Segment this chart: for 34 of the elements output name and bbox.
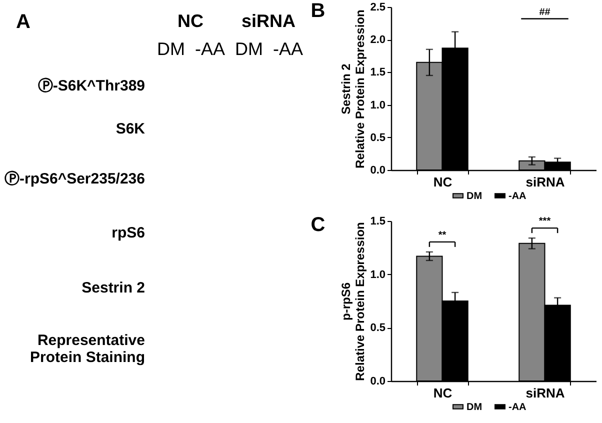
category-label: Sestrin 2 xyxy=(82,280,145,296)
annotation: *** xyxy=(538,216,551,228)
chart-title: C xyxy=(310,214,326,236)
y-tick-label: 0.0 xyxy=(370,376,386,388)
y-tick-label: 0.5 xyxy=(370,132,386,144)
category-label: rpS6 xyxy=(112,224,145,242)
text: A xyxy=(16,11,30,33)
annotation: ## xyxy=(539,6,551,18)
y-axis-title: Sestrin 2 Relative Protein Expression xyxy=(339,10,368,168)
y-tick-label: 0.0 xyxy=(370,164,386,176)
category-label: -AA xyxy=(272,39,304,59)
text: siRNA xyxy=(241,11,296,31)
category-label: Ⓟ-S6K^Thr389 xyxy=(38,78,145,94)
category-label: DM xyxy=(157,39,185,59)
y-tick-label: 2.0 xyxy=(370,34,386,46)
y-tick-label: 1.0 xyxy=(370,268,386,281)
legend-label: -AA xyxy=(508,402,526,413)
annotation: ** xyxy=(438,230,446,241)
category-label: Representative Protein Staining xyxy=(30,332,145,366)
legend-label: DM xyxy=(466,402,482,413)
category-label: -AA xyxy=(194,39,226,59)
category-label: DM xyxy=(235,39,263,59)
category-label: Ⓟ-rpS6^Ser235/236 xyxy=(4,170,145,188)
category-label: S6K xyxy=(116,120,145,138)
text: NC xyxy=(178,11,204,31)
y-tick-label: 0.5 xyxy=(370,322,386,334)
legend-label: -AA xyxy=(508,190,526,202)
legend-label: DM xyxy=(466,190,482,202)
y-tick-label: 1.5 xyxy=(370,66,386,79)
chart-title: B xyxy=(310,0,326,22)
y-tick-label: 2.5 xyxy=(370,2,386,14)
y-tick-label: 1.0 xyxy=(370,99,386,112)
y-axis-title: p-rpS6 Relative Protein Expression xyxy=(339,222,368,381)
y-tick-label: 1.5 xyxy=(370,216,386,228)
